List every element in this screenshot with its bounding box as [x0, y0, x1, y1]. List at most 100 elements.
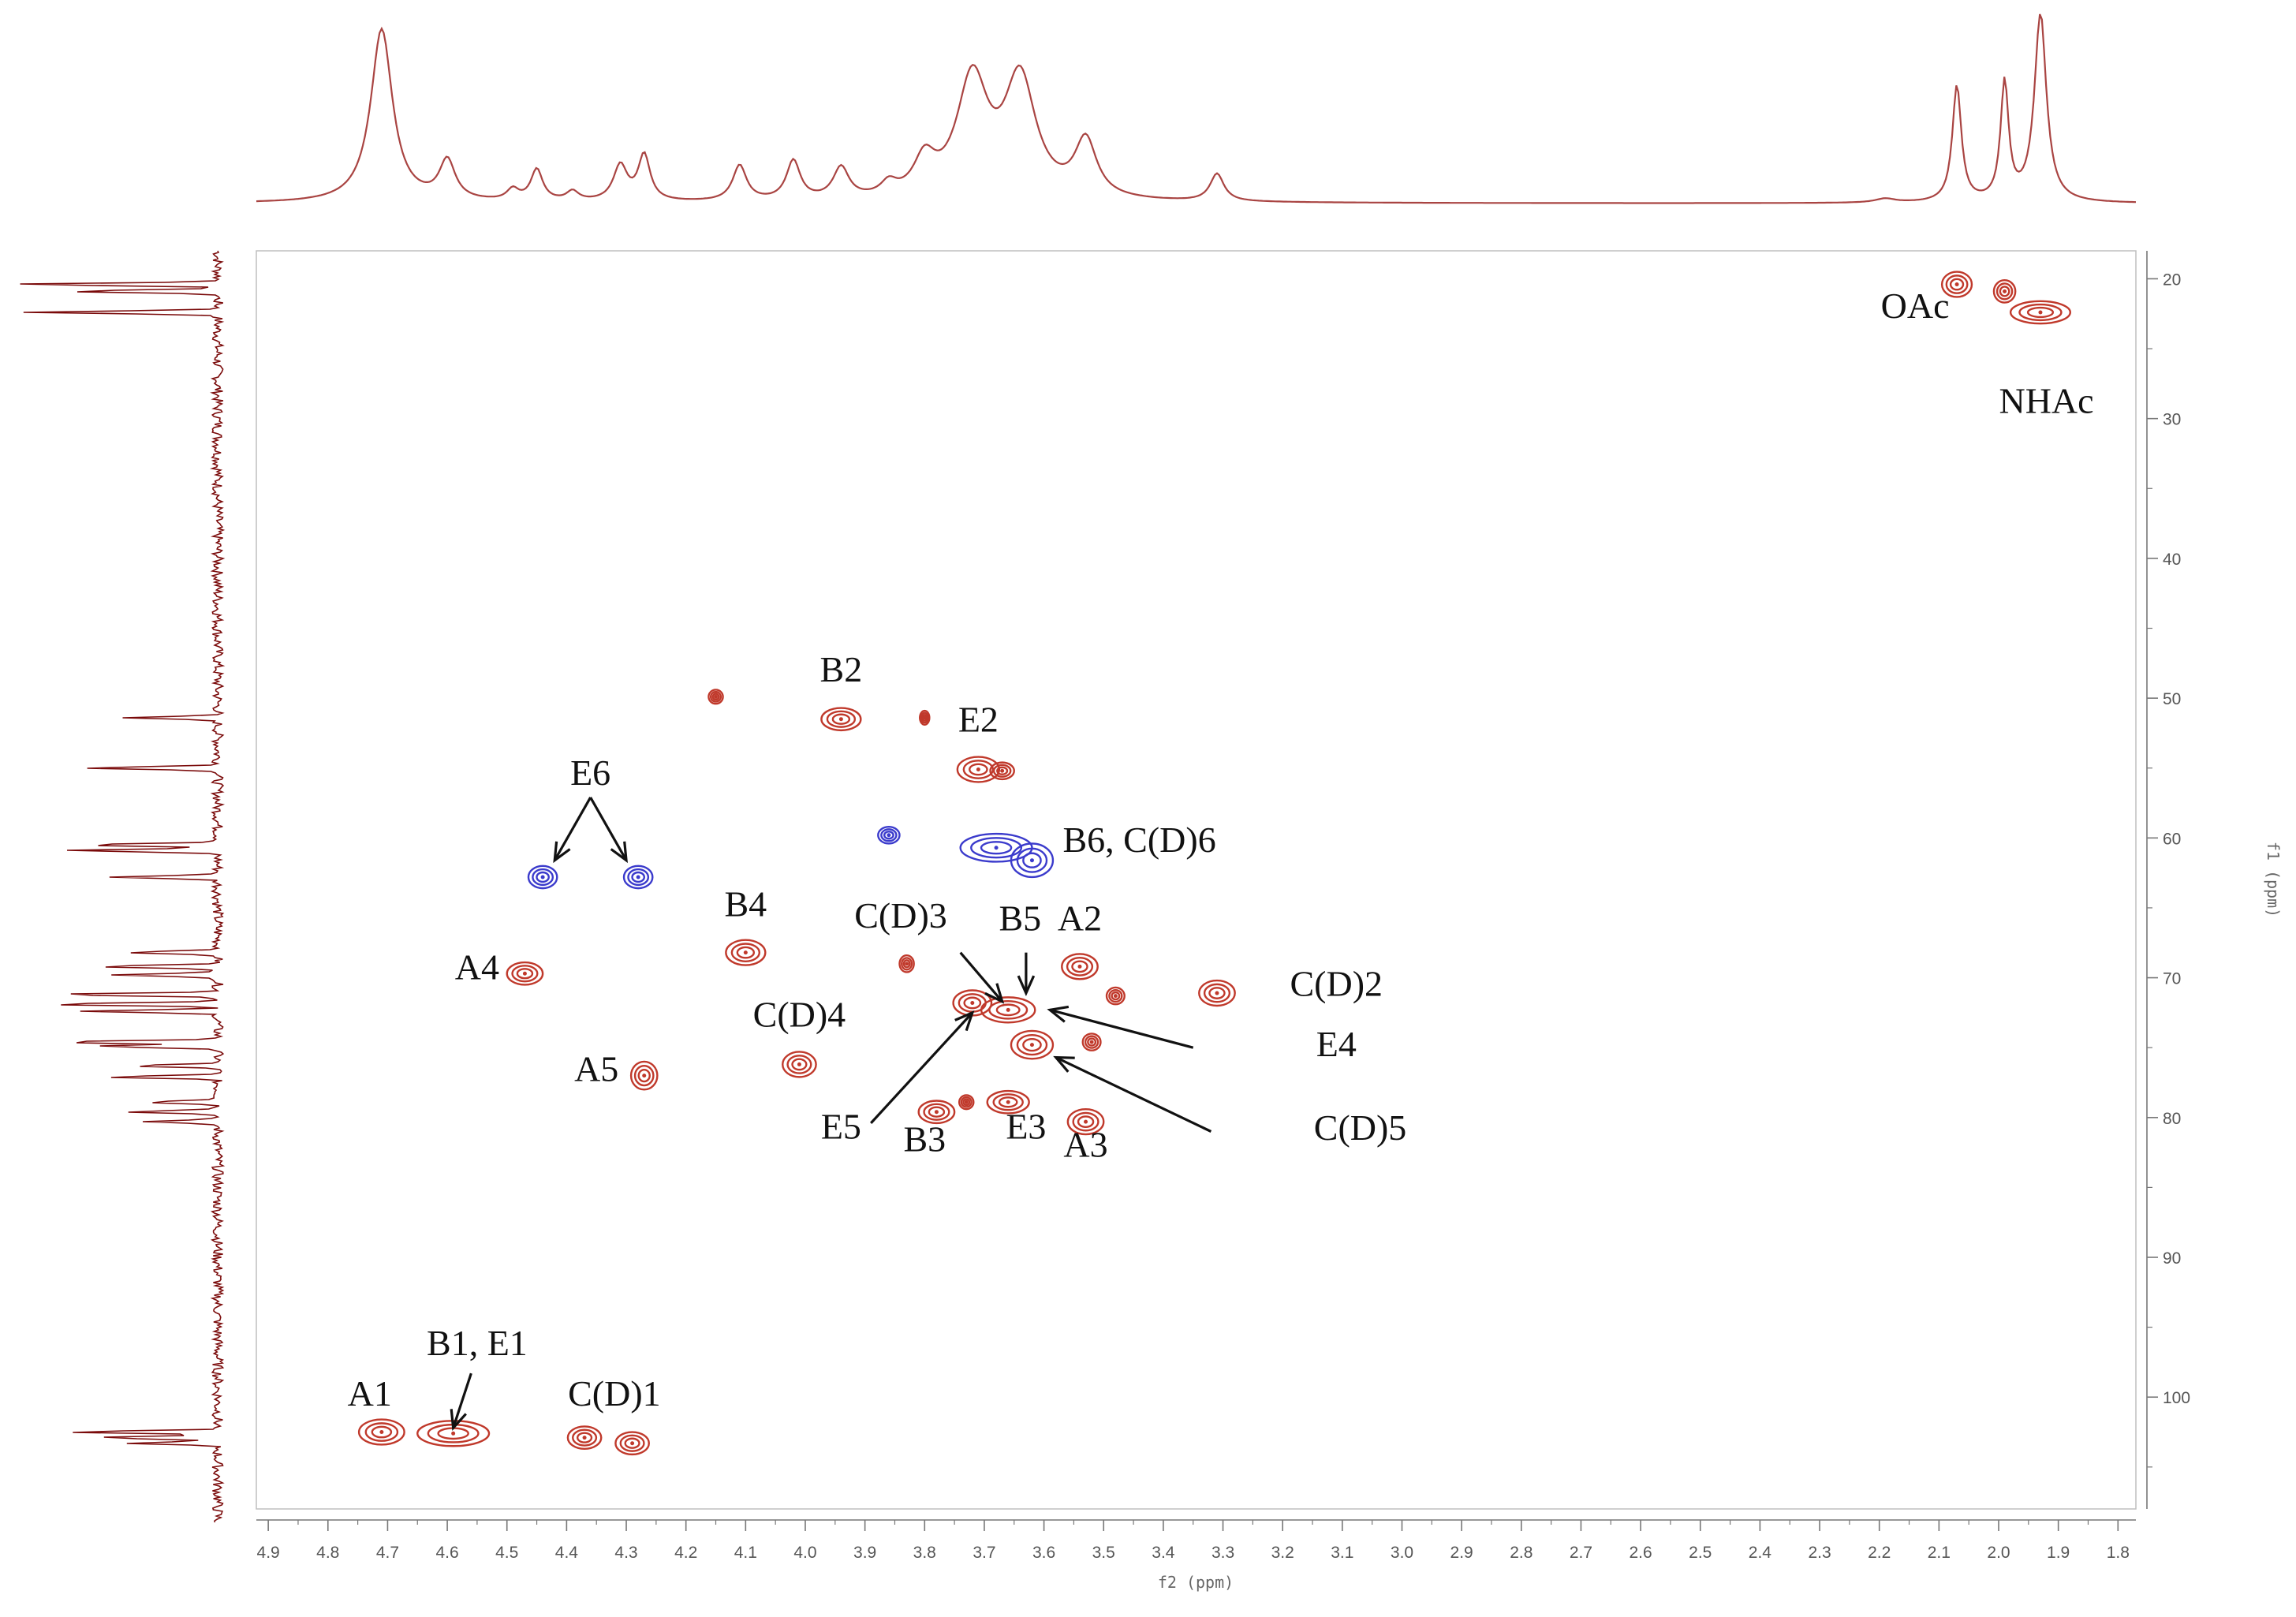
contour-level-1	[725, 939, 767, 966]
contour-level-3	[921, 714, 928, 722]
f2-axis: 4.9 4.8 4.7 4.6 4.5 4.4 4.3 4.2 4.1 4.0 3.9 3.8 3.7 3…	[256, 1519, 2136, 1562]
peak-label-14: A5	[574, 1049, 618, 1089]
contour-level-3	[1077, 1115, 1095, 1128]
arrow-7	[450, 1372, 472, 1431]
arrow-head	[954, 1010, 975, 1032]
contour-level-2	[970, 837, 1023, 859]
contour-level-3	[963, 996, 982, 1010]
contour-level-3	[1111, 991, 1121, 1001]
f2-tick-label: 3.7	[973, 1544, 995, 1562]
f2-tick-label: 3.0	[1391, 1544, 1413, 1562]
contour-level-2	[532, 868, 554, 887]
peak-label-16: B3	[903, 1118, 946, 1159]
peak-center	[1084, 1119, 1088, 1124]
contour-level-2	[572, 1428, 598, 1447]
arrow-1	[589, 797, 628, 864]
contour-level-1	[707, 689, 724, 705]
f2-projection-spectrum	[256, 13, 2137, 204]
f2-tick-label: 4.7	[376, 1544, 399, 1562]
arrow-head	[1053, 1055, 1075, 1073]
contour-level-2	[619, 1434, 645, 1452]
f2-tick-label: 1.9	[2047, 1544, 2070, 1562]
contour-level-2	[901, 957, 913, 971]
contour-level-3	[980, 841, 1013, 855]
peak-center	[887, 833, 891, 838]
peak-center	[922, 715, 927, 720]
contour-peak-32	[2009, 300, 2071, 325]
contour-level-3	[995, 1003, 1021, 1017]
contour-level-1	[629, 1060, 659, 1091]
contour-level-3	[996, 766, 1009, 775]
f2-tick-label: 2.5	[1689, 1544, 1712, 1562]
arrow-shaft	[589, 797, 628, 861]
f1-tick-label: 70	[2163, 970, 2181, 988]
contour-level-1	[1010, 1029, 1055, 1060]
peak-center	[1006, 1100, 1010, 1104]
peak-label-7: C(D)3	[854, 895, 947, 935]
contour-peak-13	[959, 832, 1033, 863]
peak-label-18: A3	[1063, 1124, 1107, 1164]
f2-tick-label: 2.9	[1450, 1544, 1473, 1562]
contour-level-3	[831, 713, 851, 725]
peak-center	[2038, 310, 2043, 315]
contour-level-2	[633, 1065, 655, 1087]
contour-level-3	[1087, 1037, 1097, 1047]
peak-center	[1077, 964, 1082, 969]
peak-label-4: E6	[570, 752, 610, 793]
f2-tick-label: 3.3	[1211, 1544, 1234, 1562]
peak-center	[976, 767, 980, 771]
f2-tick-label: 4.8	[316, 1544, 339, 1562]
contour-level-2	[1066, 957, 1094, 977]
f2-tick-label: 4.6	[435, 1544, 458, 1562]
contour-level-2	[1016, 847, 1048, 873]
contour-peak-25	[1066, 1107, 1105, 1136]
arrow-shaft	[959, 951, 1003, 1003]
contour-level-1	[989, 761, 1015, 781]
contour-level-1	[956, 756, 1001, 783]
peak-label-22: C(D)1	[568, 1373, 661, 1413]
contour-level-3	[791, 1058, 808, 1071]
f2-tick-label: 2.7	[1570, 1544, 1592, 1562]
contour-level-2	[1995, 282, 2014, 301]
f2-tick-label: 4.4	[555, 1544, 579, 1562]
contour-level-2	[1108, 988, 1123, 1003]
f2-tick-label: 3.1	[1331, 1544, 1353, 1562]
peak-label-0: OAc	[1881, 286, 1950, 326]
contour-level-2	[920, 711, 929, 724]
f2-tick-label: 2.3	[1808, 1544, 1831, 1562]
f1-tick-label: 40	[2163, 551, 2181, 569]
contour-level-2	[992, 1093, 1024, 1111]
peak-center	[934, 1110, 939, 1115]
f1-axis-label: f1 (ppm)	[2264, 842, 2283, 917]
peak-center	[797, 1062, 801, 1066]
contour-level-1	[919, 709, 931, 726]
arrow-head	[1017, 975, 1036, 996]
peak-label-10: A4	[455, 947, 499, 987]
contour-level-3	[962, 1098, 971, 1107]
contour-level-1	[1992, 279, 2017, 304]
contour-level-1	[622, 865, 654, 890]
contour-level-3	[2026, 306, 2055, 319]
contour-level-3	[371, 1425, 393, 1439]
peak-center	[1029, 1043, 1034, 1048]
arrow-3	[1017, 952, 1036, 996]
peak-label-19: C(D)5	[1314, 1107, 1407, 1148]
contour-peak-12	[989, 761, 1015, 781]
arrow-2	[959, 951, 1005, 1004]
contour-peak-29	[898, 954, 915, 973]
f2-tick-label: 2.4	[1749, 1544, 1772, 1562]
peak-center	[522, 971, 527, 976]
annotation-arrows	[450, 797, 1212, 1431]
peak-center	[838, 717, 843, 722]
contour-level-1	[1198, 979, 1236, 1007]
contour-level-3	[902, 959, 911, 969]
peak-center	[1215, 991, 1219, 995]
contour-level-3	[1949, 278, 1965, 291]
contour-peak-15	[877, 825, 901, 845]
contour-level-3	[576, 1432, 593, 1443]
contour-peak-2	[566, 1425, 603, 1450]
contour-level-2	[1016, 1034, 1048, 1056]
peak-label-8: B5	[999, 898, 1041, 938]
contour-level-1	[980, 996, 1036, 1024]
f1-axis: 20 30 40 50 60 70 80 90 100	[2146, 251, 2190, 1509]
